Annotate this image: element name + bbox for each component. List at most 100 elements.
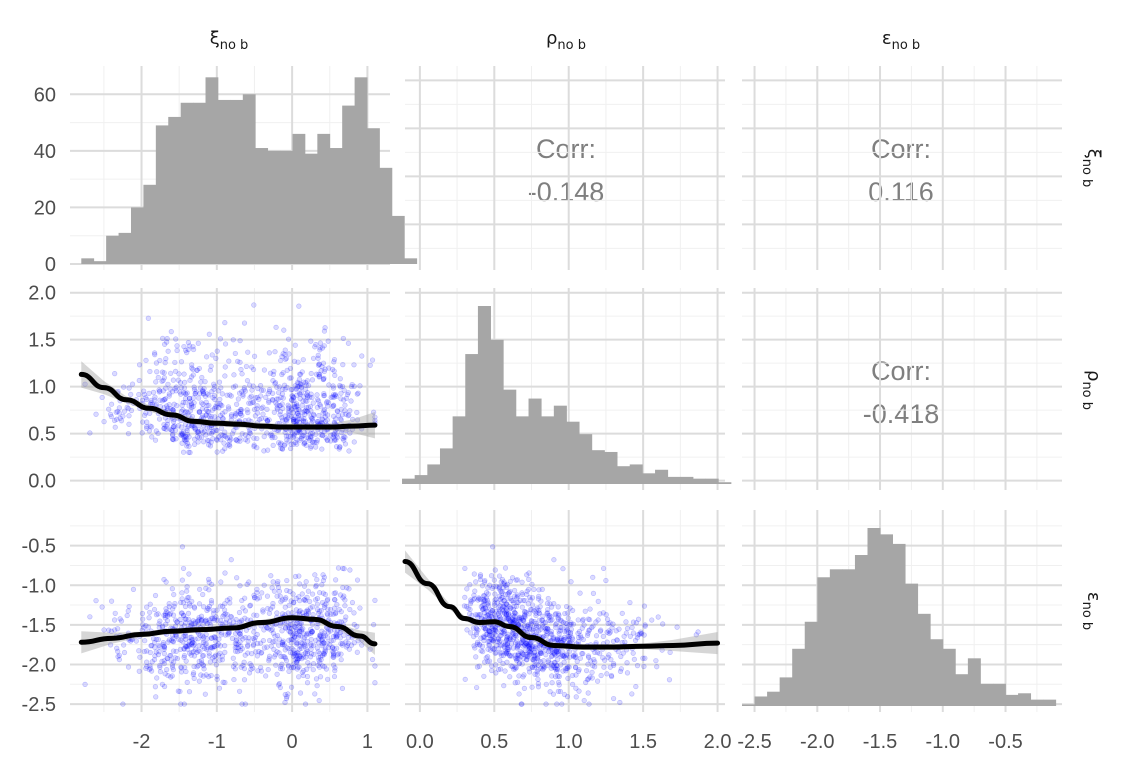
point-eps-vs-xi bbox=[331, 590, 337, 596]
point-eps-vs-xi bbox=[278, 653, 284, 660]
point-rho-vs-xi bbox=[332, 392, 338, 398]
point-rho-vs-xi bbox=[180, 399, 186, 406]
point-eps-vs-xi bbox=[190, 671, 196, 678]
point-rho-vs-xi bbox=[213, 355, 219, 361]
point-eps-vs-xi bbox=[318, 637, 324, 643]
point-eps-vs-xi bbox=[351, 640, 357, 646]
point-eps-vs-xi bbox=[282, 625, 289, 631]
point-eps-vs-rho bbox=[481, 579, 488, 585]
point-eps-vs-rho bbox=[489, 585, 495, 591]
point-eps-vs-xi bbox=[323, 666, 330, 672]
point-rho-vs-xi bbox=[284, 384, 290, 390]
point-rho-vs-xi bbox=[284, 367, 290, 373]
point-eps-vs-xi bbox=[213, 638, 219, 644]
point-eps-vs-xi bbox=[351, 610, 357, 616]
point-eps-vs-rho bbox=[549, 653, 555, 659]
point-rho-vs-xi bbox=[183, 433, 189, 439]
y-tick-label-eps: -1.0 bbox=[22, 575, 56, 597]
point-eps-vs-xi bbox=[169, 662, 176, 668]
point-eps-vs-rho bbox=[480, 606, 486, 612]
point-eps-vs-rho bbox=[561, 637, 567, 643]
point-eps-vs-rho bbox=[573, 654, 579, 660]
strip-row-rho-sub: no b bbox=[1079, 381, 1094, 410]
point-eps-vs-xi bbox=[261, 627, 267, 633]
point-eps-vs-rho bbox=[523, 647, 529, 654]
point-eps-vs-rho bbox=[500, 581, 506, 587]
point-eps-vs-xi bbox=[248, 666, 254, 672]
point-eps-vs-xi bbox=[278, 599, 284, 605]
point-eps-vs-rho bbox=[526, 644, 532, 650]
point-eps-vs-xi bbox=[318, 607, 324, 614]
point-rho-vs-xi bbox=[297, 396, 303, 402]
point-eps-vs-rho bbox=[553, 648, 559, 655]
point-rho-vs-xi bbox=[324, 412, 331, 418]
point-eps-vs-xi bbox=[210, 615, 216, 621]
point-rho-vs-xi bbox=[298, 384, 304, 390]
point-eps-vs-rho bbox=[515, 599, 521, 606]
point-eps-vs-xi bbox=[291, 623, 298, 630]
point-eps-vs-rho bbox=[482, 659, 488, 665]
hist-bar-xi bbox=[193, 102, 206, 265]
point-rho-vs-xi bbox=[329, 366, 336, 372]
point-eps-vs-xi bbox=[307, 663, 313, 669]
point-eps-vs-rho bbox=[492, 597, 498, 603]
point-rho-vs-xi bbox=[181, 371, 187, 377]
point-rho-vs-xi bbox=[319, 416, 325, 422]
point-rho-vs-xi bbox=[285, 415, 291, 421]
corr-label-xi-rho: Corr: bbox=[536, 134, 596, 164]
point-eps-vs-rho bbox=[607, 664, 613, 670]
point-eps-vs-xi bbox=[314, 645, 320, 651]
point-eps-vs-rho bbox=[491, 600, 498, 606]
point-eps-vs-rho bbox=[618, 653, 624, 660]
point-eps-vs-rho bbox=[561, 659, 567, 665]
point-eps-vs-rho bbox=[549, 663, 555, 669]
point-eps-vs-rho bbox=[488, 573, 495, 579]
point-rho-vs-xi bbox=[309, 439, 316, 445]
point-rho-vs-xi bbox=[245, 349, 251, 355]
point-eps-vs-xi bbox=[228, 557, 234, 563]
point-eps-vs-rho bbox=[468, 597, 474, 603]
point-eps-vs-xi bbox=[254, 590, 260, 596]
point-eps-vs-rho bbox=[519, 590, 525, 596]
point-rho-vs-xi bbox=[326, 400, 332, 406]
point-eps-vs-rho bbox=[474, 684, 480, 691]
point-eps-vs-rho bbox=[509, 630, 516, 636]
point-rho-vs-xi bbox=[294, 411, 300, 417]
hist-bar-xi bbox=[93, 261, 107, 264]
point-eps-vs-rho bbox=[464, 627, 470, 633]
point-rho-vs-xi bbox=[200, 439, 207, 445]
point-eps-vs-xi bbox=[235, 641, 241, 647]
point-rho-vs-xi bbox=[185, 339, 192, 346]
point-eps-vs-xi bbox=[231, 619, 237, 625]
point-rho-vs-xi bbox=[196, 409, 202, 415]
point-eps-vs-xi bbox=[210, 655, 216, 661]
point-eps-vs-xi bbox=[325, 612, 331, 618]
point-eps-vs-xi bbox=[198, 657, 205, 664]
point-eps-vs-xi bbox=[173, 633, 179, 639]
point-eps-vs-rho bbox=[503, 651, 509, 657]
point-eps-vs-xi bbox=[288, 664, 295, 670]
point-rho-vs-xi bbox=[272, 434, 278, 441]
point-rho-vs-xi bbox=[147, 410, 153, 416]
marks-layer bbox=[78, 77, 1057, 707]
point-eps-vs-rho bbox=[509, 653, 515, 659]
point-rho-vs-xi bbox=[245, 434, 251, 440]
point-eps-vs-rho bbox=[595, 649, 601, 656]
point-eps-vs-xi bbox=[173, 648, 179, 654]
point-eps-vs-rho bbox=[533, 645, 539, 651]
point-rho-vs-xi bbox=[237, 411, 243, 417]
point-rho-vs-xi bbox=[245, 438, 251, 444]
point-eps-vs-rho bbox=[592, 659, 598, 665]
point-eps-vs-rho bbox=[616, 626, 622, 632]
point-eps-vs-rho bbox=[641, 603, 648, 609]
point-eps-vs-xi bbox=[225, 632, 231, 638]
point-eps-vs-rho bbox=[548, 661, 554, 667]
point-rho-vs-xi bbox=[222, 433, 228, 440]
point-eps-vs-rho bbox=[501, 683, 507, 689]
point-rho-vs-xi bbox=[338, 396, 344, 402]
point-eps-vs-xi bbox=[300, 672, 306, 679]
point-rho-vs-xi bbox=[277, 409, 284, 415]
point-eps-vs-xi bbox=[309, 621, 316, 627]
point-eps-vs-rho bbox=[488, 607, 494, 613]
point-rho-vs-xi bbox=[310, 418, 316, 424]
